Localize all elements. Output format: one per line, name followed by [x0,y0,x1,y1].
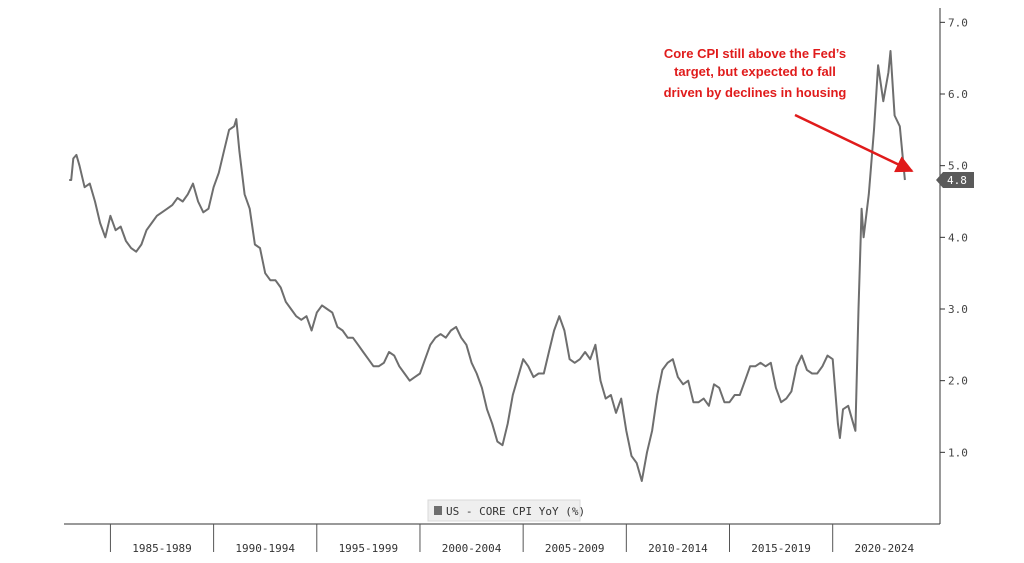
x-tick-label: 2015-2019 [751,542,811,555]
legend-swatch [434,506,442,515]
last-value-label: 4.8 [947,174,967,187]
y-tick-label: 1.0 [948,446,968,459]
x-tick-label: 2000-2004 [442,542,502,555]
y-tick-label: 2.0 [948,375,968,388]
annotation-line-1: Core CPI still above the Fed’s [664,46,846,61]
x-tick-label: 1990-1994 [235,542,295,555]
last-value-badge: 4.8 [936,172,974,188]
annotation: Core CPI still above the Fed’s target, b… [664,46,914,173]
legend-box [427,499,581,522]
annotation-line-2: target, but expected to fall [674,64,836,79]
series-line-core-cpi [69,50,906,482]
y-tick-label: 6.0 [948,88,968,101]
x-tick-label: 2020-2024 [854,542,914,555]
legend: US - CORE CPI YoY (%) [427,499,585,522]
x-tick-label: 2010-2014 [648,542,708,555]
x-tick-label: 1995-1999 [339,542,399,555]
y-tick-label: 4.0 [948,231,968,244]
x-axis-ticks: 1985-1989 1990-1994 1995-1999 2000-2004 2005… [109,524,914,555]
annotation-arrow [794,113,914,173]
y-tick-label: 7.0 [948,16,968,29]
y-axis-ticks: 1.0 2.0 3.0 4.0 5.0 6.0 7.0 [940,16,968,459]
legend-label: US - CORE CPI YoY (%) [446,505,585,518]
y-tick-label: 5.0 [948,160,968,173]
x-tick-label: 2005-2009 [545,542,605,555]
x-tick-label: 1985-1989 [132,542,192,555]
annotation-line-3: driven by declines in housing [664,85,847,100]
y-tick-label: 3.0 [948,303,968,316]
last-value-badge-shape [936,172,974,188]
